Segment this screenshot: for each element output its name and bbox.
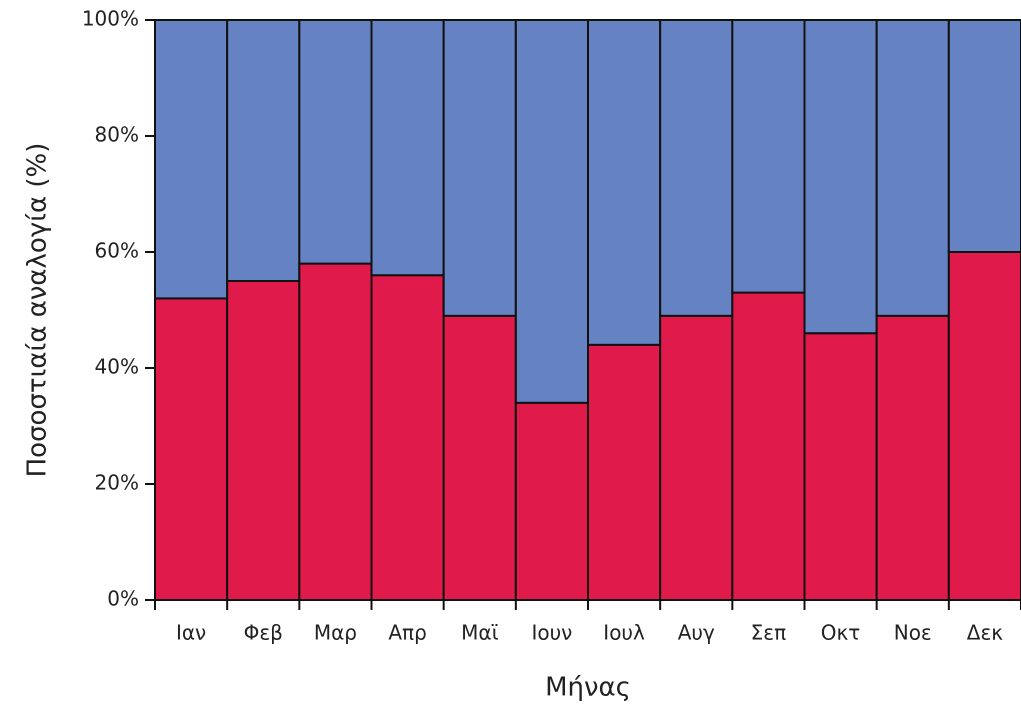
x-tick-label: Ιαν bbox=[176, 621, 206, 645]
x-axis-title: Μήνας bbox=[545, 673, 631, 703]
bar-segment bbox=[298, 19, 373, 265]
bar-segment bbox=[370, 274, 445, 601]
bar-segment bbox=[731, 19, 806, 294]
bar-segment bbox=[659, 314, 734, 601]
x-tick-label: Φεβ bbox=[244, 621, 283, 645]
bar-segment bbox=[803, 332, 878, 601]
y-axis-title: Ποσοστιαία αναλογία (%) bbox=[23, 143, 53, 478]
bar-segment bbox=[587, 19, 662, 346]
x-tick-label: Αυγ bbox=[678, 621, 715, 645]
x-tick-label: Μαϊ bbox=[461, 621, 498, 645]
bar-segment bbox=[803, 19, 878, 335]
bar-segment bbox=[514, 401, 589, 601]
y-tick-label: 20% bbox=[95, 471, 139, 495]
y-tick-label: 100% bbox=[82, 7, 139, 31]
x-tick-label: Νοε bbox=[894, 621, 932, 645]
y-tick-label: 40% bbox=[95, 355, 139, 379]
bar-segment bbox=[659, 19, 734, 317]
bar-segment bbox=[514, 19, 589, 404]
bar-segment bbox=[154, 19, 229, 300]
bar-segment bbox=[587, 343, 662, 601]
bar-segment bbox=[875, 314, 950, 601]
bar-segment bbox=[298, 262, 373, 601]
bar-segment bbox=[442, 19, 517, 317]
x-tick-label: Μαρ bbox=[314, 621, 357, 645]
x-tick-label: Δεκ bbox=[967, 621, 1003, 645]
bar-segment bbox=[875, 19, 950, 317]
x-tick-label: Σεπ bbox=[751, 621, 787, 645]
bar-segment bbox=[442, 314, 517, 601]
bar-segment bbox=[154, 297, 229, 601]
x-tick-label: Οκτ bbox=[821, 621, 861, 645]
y-tick-label: 60% bbox=[95, 239, 139, 263]
bar-segment bbox=[226, 19, 301, 282]
bar-segment bbox=[370, 19, 445, 277]
bar-segment bbox=[947, 251, 1021, 601]
x-tick-label: Ιουλ bbox=[603, 621, 645, 645]
bar-segment bbox=[731, 291, 806, 601]
y-tick-label: 80% bbox=[95, 123, 139, 147]
bar-segment bbox=[226, 280, 301, 601]
x-tick-label: Ιουν bbox=[531, 621, 572, 645]
bar-segment bbox=[947, 19, 1021, 253]
y-tick-label: 0% bbox=[107, 587, 139, 611]
x-tick-label: Απρ bbox=[388, 621, 426, 645]
